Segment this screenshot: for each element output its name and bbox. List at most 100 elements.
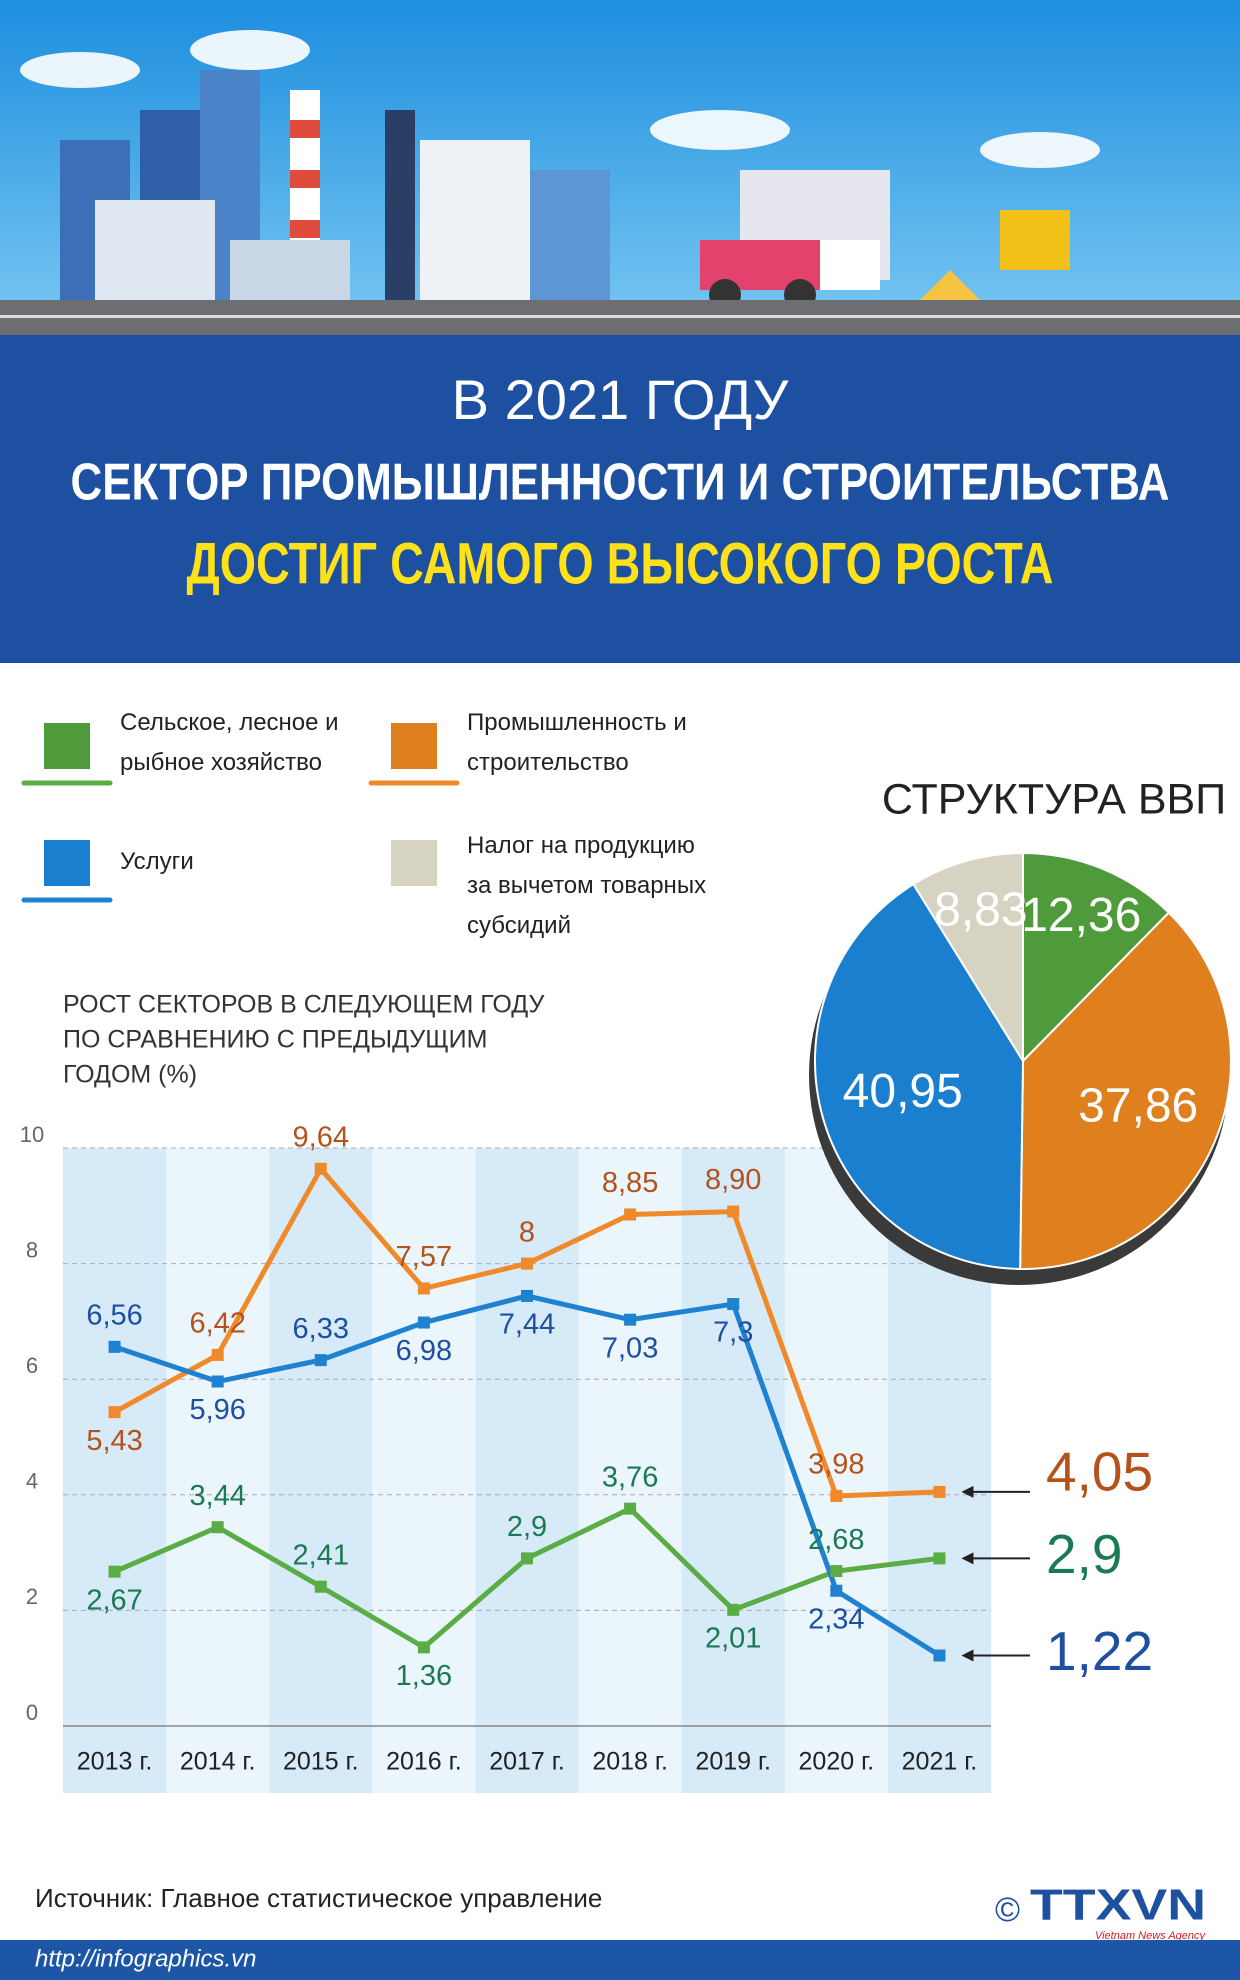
logo-sub: Vietnam News Agency: [1095, 1930, 1207, 1942]
callout-label: 1,22: [1046, 1620, 1153, 1682]
data-label: 3,44: [189, 1480, 245, 1512]
data-label: 8,90: [705, 1164, 761, 1196]
point-marker: [830, 1584, 843, 1597]
data-label: 8,85: [602, 1167, 658, 1199]
data-label: 6,56: [86, 1299, 142, 1331]
point-marker: [314, 1580, 327, 1593]
data-label: 1,36: [396, 1660, 452, 1692]
legend-swatch: [44, 723, 90, 769]
point-marker: [624, 1208, 637, 1221]
legend-swatch: [391, 723, 437, 769]
callout-label: 4,05: [1046, 1440, 1153, 1502]
chart-title: РОСТ СЕКТОРОВ В СЛЕДУЮЩЕМ ГОДУ: [63, 991, 544, 1019]
url: http://infographics.vn: [35, 1945, 256, 1972]
banner-illustration: [0, 0, 1240, 335]
pie-title: СТРУКТУРА ВВП: [882, 775, 1226, 823]
point-marker: [830, 1565, 843, 1578]
pie-label: 37,86: [1078, 1080, 1198, 1133]
data-label: 2,01: [705, 1622, 761, 1654]
data-label: 5,96: [189, 1394, 245, 1426]
column-band: [681, 1148, 785, 1793]
data-label: 7,57: [396, 1241, 452, 1273]
point-marker: [521, 1289, 533, 1302]
point-marker: [417, 1641, 430, 1654]
pie-slice: [1019, 911, 1233, 1270]
point-marker: [417, 1316, 430, 1329]
point-marker: [624, 1502, 637, 1515]
point-marker: [521, 1257, 533, 1270]
point-marker: [417, 1282, 430, 1295]
pie-slice: [912, 851, 1024, 1065]
x-tick-label: 2017 г.: [489, 1748, 565, 1776]
header-line1: В 2021 ГОДУ: [452, 368, 789, 431]
x-tick-label: 2020 г.: [799, 1748, 875, 1776]
column-band: [269, 1148, 373, 1793]
legend-label: Услуги: [120, 848, 194, 875]
column-band: [578, 1148, 682, 1793]
callout-label: 2,9: [1046, 1523, 1122, 1585]
callout-arrow-head: [961, 1552, 974, 1565]
pie-slice: [1022, 851, 1171, 1064]
pie-label: 8,83: [934, 884, 1027, 937]
point-marker: [727, 1205, 740, 1218]
point-marker: [211, 1521, 224, 1534]
data-label: 8: [519, 1216, 535, 1248]
y-tick-label: 10: [20, 1122, 44, 1147]
point-marker: [211, 1348, 224, 1361]
legend-label: Промышленность и строительство: [467, 709, 687, 776]
x-tick-label: 2021 г.: [902, 1748, 978, 1776]
chart-title: ПО СРАВНЕНИЮ С ПРЕДЫДУЩИМ: [63, 1026, 487, 1054]
point-marker: [933, 1485, 946, 1498]
point-marker: [314, 1354, 327, 1367]
data-label: 9,64: [293, 1121, 349, 1153]
data-label: 6,42: [189, 1308, 245, 1340]
data-label: 3,76: [602, 1461, 658, 1493]
point-marker: [108, 1340, 121, 1353]
legend-label: Сельское, лесное и рыбное хозяйство: [120, 709, 339, 776]
y-tick-label: 0: [26, 1700, 38, 1725]
header-band: [0, 335, 1240, 663]
column-band: [784, 1148, 888, 1793]
point-marker: [830, 1489, 843, 1502]
x-tick-label: 2019 г.: [695, 1748, 771, 1776]
data-label: 7,3: [713, 1317, 753, 1349]
chart-title: ГОДОМ (%): [63, 1061, 197, 1089]
legend-swatch: [44, 840, 90, 886]
pie-label: 40,95: [843, 1065, 963, 1118]
column-band: [63, 1148, 167, 1793]
x-tick-label: 2014 г.: [180, 1748, 256, 1776]
header-line3: ДОСТИГ САМОГО ВЫСОКОГО РОСТА: [187, 531, 1054, 596]
copyright: ©: [995, 1891, 1020, 1929]
data-label: 7,03: [602, 1332, 658, 1364]
data-label: 5,43: [86, 1425, 142, 1457]
data-label: 2,41: [293, 1539, 349, 1571]
point-marker: [211, 1375, 224, 1388]
point-marker: [108, 1565, 121, 1578]
callout-arrow-head: [961, 1485, 974, 1498]
legend-label: Налог на продукцию за вычетом товарных с…: [467, 832, 707, 939]
point-marker: [727, 1603, 740, 1616]
point-marker: [624, 1313, 637, 1326]
data-label: 3,98: [808, 1449, 864, 1481]
y-tick-label: 2: [26, 1584, 38, 1609]
source: Источник: Главное статистическое управле…: [35, 1883, 602, 1913]
data-label: 6,98: [396, 1335, 452, 1367]
x-tick-label: 2013 г.: [77, 1748, 153, 1776]
data-label: 2,68: [808, 1524, 864, 1556]
data-label: 2,34: [808, 1603, 864, 1635]
column-band: [166, 1148, 270, 1793]
point-marker: [521, 1552, 533, 1565]
y-tick-label: 8: [26, 1237, 38, 1262]
x-tick-label: 2016 г.: [386, 1748, 462, 1776]
callout-arrow-head: [961, 1649, 974, 1662]
data-label: 7,44: [499, 1309, 555, 1341]
column-band: [372, 1148, 476, 1793]
point-marker: [727, 1298, 740, 1311]
header-line2: СЕКТОР ПРОМЫШЛЕННОСТИ И СТРОИТЕЛЬСТВА: [71, 454, 1170, 512]
legend-swatch: [391, 840, 437, 886]
point-marker: [314, 1162, 327, 1175]
x-tick-label: 2015 г.: [283, 1748, 359, 1776]
y-tick-label: 6: [26, 1353, 38, 1378]
point-marker: [108, 1406, 121, 1419]
